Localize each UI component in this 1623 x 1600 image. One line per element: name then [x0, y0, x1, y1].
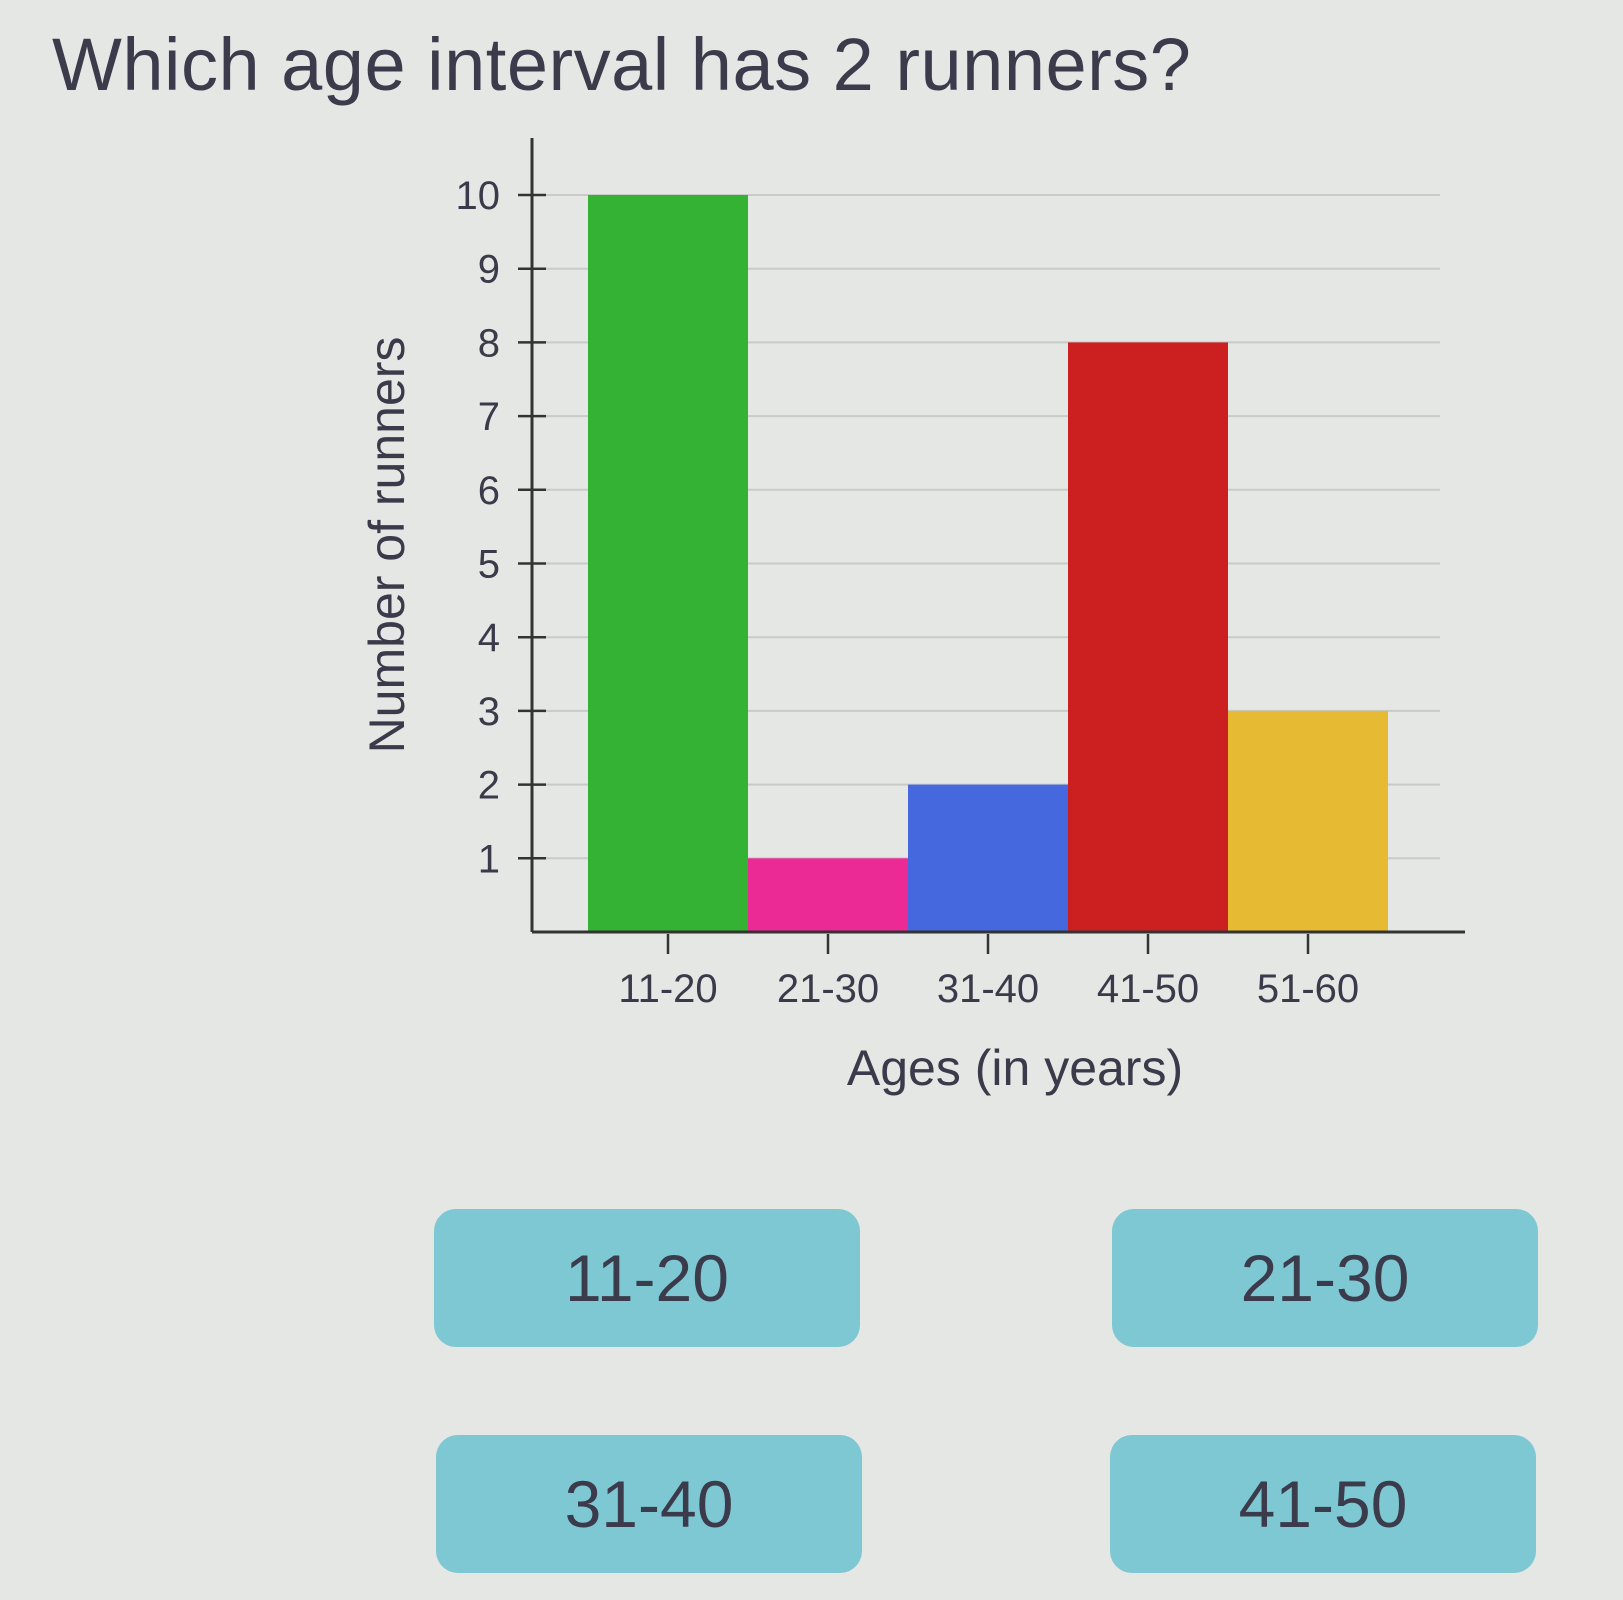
x-tick-labels: 11-20 21-30 31-40 41-50 51-60 [618, 967, 1359, 1011]
y-tick-labels: 1 2 3 4 5 6 7 8 9 10 [456, 174, 501, 881]
answer-button-31-40[interactable]: 31-40 [436, 1435, 862, 1573]
bar-11-20 [588, 195, 748, 932]
x-axis-title: Ages (in years) [847, 1040, 1183, 1096]
x-tick-label: 41-50 [1097, 967, 1199, 1011]
x-tick-label: 31-40 [937, 967, 1039, 1011]
x-tick-label: 51-60 [1257, 967, 1359, 1011]
axes [518, 138, 1465, 954]
y-tick-label: 3 [478, 690, 500, 734]
y-tick-label: 7 [478, 395, 500, 439]
bar-31-40 [908, 784, 1068, 932]
answer-button-11-20[interactable]: 11-20 [434, 1209, 860, 1347]
bar-51-60 [1228, 710, 1388, 932]
y-tick-label: 1 [478, 837, 500, 881]
y-tick-label: 8 [478, 321, 500, 365]
y-tick-label: 10 [456, 174, 501, 218]
bar-chart: 1 2 3 4 5 6 7 8 9 10 11-20 21-30 31-40 41-50 51-60 Nu… [359, 138, 1465, 1096]
y-tick-label: 2 [478, 764, 500, 808]
x-tick-label: 11-20 [618, 967, 717, 1011]
answer-button-41-50[interactable]: 41-50 [1110, 1435, 1536, 1573]
bars [588, 195, 1388, 932]
y-tick-label: 4 [478, 616, 500, 660]
answer-button-21-30[interactable]: 21-30 [1112, 1209, 1538, 1347]
y-tick-label: 6 [478, 469, 500, 513]
y-tick-label: 9 [478, 248, 500, 292]
bar-41-50 [1068, 342, 1228, 932]
x-tick-label: 21-30 [777, 967, 879, 1011]
y-tick-label: 5 [478, 543, 500, 587]
question-text: Which age interval has 2 runners? [52, 23, 1192, 106]
bar-21-30 [748, 858, 908, 932]
y-axis-title: Number of runners [359, 337, 415, 754]
